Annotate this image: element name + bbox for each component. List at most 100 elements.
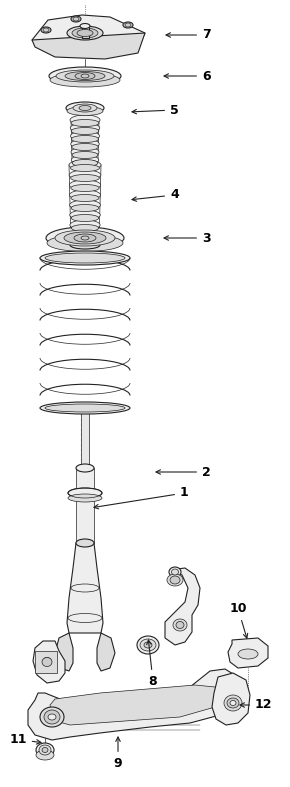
- Ellipse shape: [69, 190, 101, 200]
- Ellipse shape: [70, 123, 100, 133]
- Text: 4: 4: [132, 189, 179, 201]
- Bar: [81, 403, 89, 468]
- Ellipse shape: [71, 215, 99, 221]
- Bar: [76, 468, 94, 543]
- Ellipse shape: [167, 574, 183, 586]
- Ellipse shape: [41, 27, 51, 33]
- Ellipse shape: [64, 232, 106, 244]
- Ellipse shape: [40, 251, 130, 265]
- Ellipse shape: [43, 657, 51, 664]
- Ellipse shape: [123, 22, 133, 28]
- Ellipse shape: [45, 253, 125, 263]
- Ellipse shape: [71, 16, 81, 22]
- Ellipse shape: [66, 102, 104, 114]
- Ellipse shape: [72, 235, 98, 242]
- Ellipse shape: [71, 184, 99, 191]
- Polygon shape: [97, 633, 115, 671]
- Ellipse shape: [70, 241, 100, 249]
- Ellipse shape: [72, 160, 98, 167]
- Ellipse shape: [80, 24, 90, 28]
- Ellipse shape: [45, 404, 125, 412]
- Text: 12: 12: [240, 699, 273, 711]
- Ellipse shape: [40, 402, 130, 414]
- Ellipse shape: [65, 72, 105, 80]
- Ellipse shape: [47, 235, 123, 252]
- Ellipse shape: [170, 576, 180, 584]
- Polygon shape: [55, 633, 73, 671]
- Bar: [35, 651, 57, 673]
- Ellipse shape: [69, 180, 101, 190]
- Ellipse shape: [171, 569, 179, 575]
- Ellipse shape: [46, 227, 124, 249]
- Ellipse shape: [43, 28, 49, 32]
- Polygon shape: [67, 543, 103, 633]
- Ellipse shape: [67, 106, 103, 116]
- Ellipse shape: [70, 131, 99, 141]
- Ellipse shape: [68, 494, 102, 502]
- Ellipse shape: [56, 70, 114, 82]
- Ellipse shape: [71, 147, 99, 157]
- Ellipse shape: [73, 104, 97, 112]
- Ellipse shape: [67, 26, 103, 40]
- Ellipse shape: [137, 636, 159, 654]
- Ellipse shape: [36, 743, 54, 757]
- Ellipse shape: [70, 164, 99, 172]
- Ellipse shape: [144, 642, 152, 648]
- Ellipse shape: [230, 700, 236, 705]
- Ellipse shape: [71, 205, 99, 212]
- Ellipse shape: [71, 224, 99, 231]
- Text: 9: 9: [114, 737, 122, 770]
- Polygon shape: [32, 33, 145, 59]
- Text: 1: 1: [94, 486, 189, 509]
- Ellipse shape: [48, 714, 56, 720]
- Polygon shape: [212, 673, 250, 725]
- Ellipse shape: [70, 115, 100, 125]
- Ellipse shape: [50, 73, 120, 87]
- Bar: [82, 26, 89, 38]
- Ellipse shape: [73, 17, 79, 21]
- Ellipse shape: [72, 152, 98, 158]
- Ellipse shape: [238, 649, 258, 659]
- Ellipse shape: [69, 170, 101, 180]
- Ellipse shape: [42, 657, 52, 667]
- Ellipse shape: [49, 67, 121, 85]
- Ellipse shape: [71, 155, 99, 165]
- Text: 2: 2: [156, 465, 211, 478]
- Ellipse shape: [72, 143, 98, 150]
- Ellipse shape: [68, 488, 102, 498]
- Polygon shape: [228, 638, 268, 668]
- Ellipse shape: [71, 139, 99, 149]
- Ellipse shape: [227, 698, 239, 708]
- Ellipse shape: [81, 74, 89, 78]
- Text: 5: 5: [132, 104, 179, 116]
- Ellipse shape: [75, 72, 95, 79]
- Ellipse shape: [44, 710, 60, 724]
- Ellipse shape: [79, 105, 91, 110]
- Ellipse shape: [42, 748, 48, 752]
- Polygon shape: [32, 15, 145, 53]
- Text: 10: 10: [229, 602, 248, 638]
- Ellipse shape: [81, 236, 89, 240]
- Text: 3: 3: [164, 231, 211, 245]
- Text: 7: 7: [166, 28, 211, 42]
- Ellipse shape: [173, 619, 187, 631]
- Ellipse shape: [77, 29, 93, 36]
- Ellipse shape: [40, 707, 64, 727]
- Ellipse shape: [76, 539, 94, 547]
- Ellipse shape: [69, 160, 101, 170]
- Polygon shape: [165, 568, 200, 645]
- Ellipse shape: [70, 210, 100, 220]
- Ellipse shape: [55, 230, 115, 246]
- Polygon shape: [50, 685, 230, 725]
- Text: 8: 8: [147, 640, 157, 688]
- Ellipse shape: [72, 135, 99, 142]
- Ellipse shape: [70, 220, 100, 230]
- Ellipse shape: [71, 120, 99, 127]
- Ellipse shape: [71, 175, 99, 182]
- Ellipse shape: [224, 695, 242, 711]
- Ellipse shape: [169, 567, 181, 577]
- Ellipse shape: [71, 127, 99, 135]
- Ellipse shape: [74, 234, 96, 242]
- Ellipse shape: [70, 230, 100, 240]
- Ellipse shape: [70, 200, 100, 210]
